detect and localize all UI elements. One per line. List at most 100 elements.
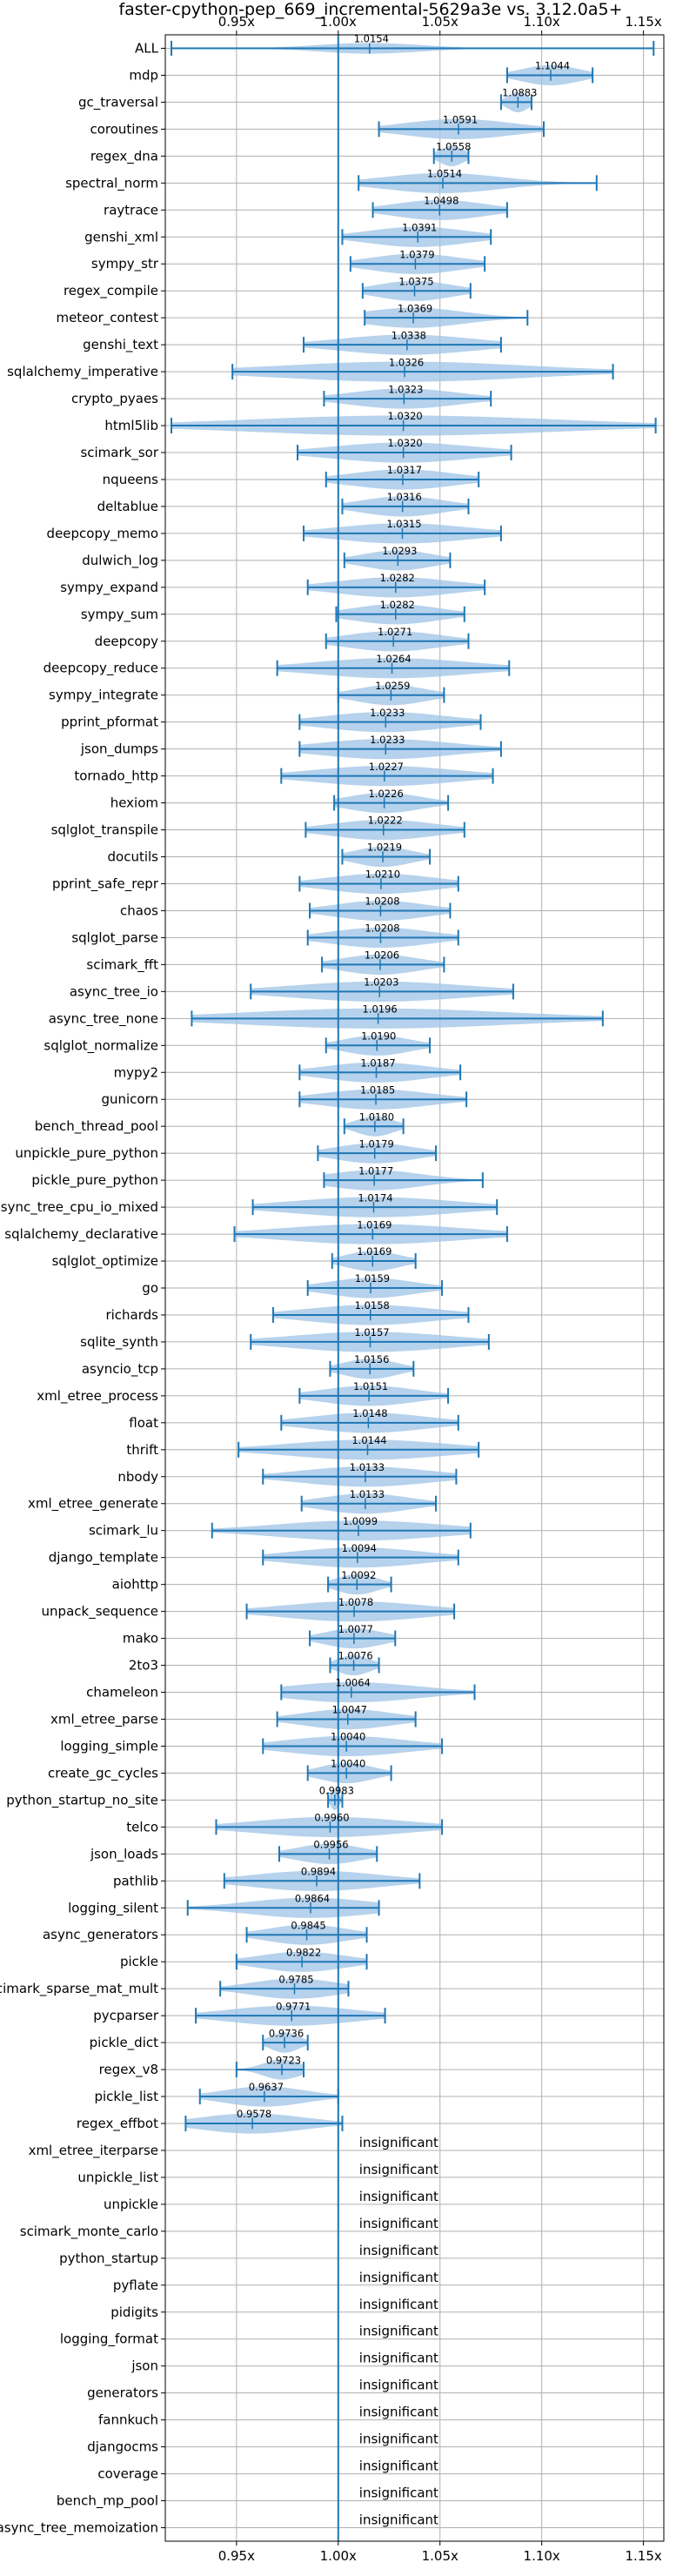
violin-json-dumps [298, 739, 502, 760]
value-label-json-dumps: 1.0233 [370, 734, 405, 746]
value-label-sqlglot-parse: 1.0208 [365, 922, 399, 935]
insignificant-label-fannkuch: insignificant [359, 2405, 438, 2420]
violin-all [171, 40, 655, 57]
insignificant-label-scimark-monte-carlo: insignificant [359, 2216, 438, 2231]
violin-xml-etree-generate [300, 1493, 438, 1514]
category-label-unpickle: unpickle [104, 2197, 158, 2212]
value-label-logging-simple: 1.0040 [331, 1731, 365, 1743]
category-label-mako: mako [123, 1631, 158, 1647]
category-label-mypy2: mypy2 [114, 1064, 158, 1080]
value-label-hexiom: 1.0226 [369, 788, 404, 800]
insignificant-label-generators: insignificant [359, 2378, 438, 2393]
value-label-asyncio-tcp: 1.0156 [354, 1353, 389, 1365]
category-label-sympy-str: sympy_str [91, 256, 159, 272]
insignificant-label-logging-format: insignificant [359, 2324, 438, 2339]
value-label-2to3: 1.0076 [338, 1650, 372, 1662]
violin-sympy-expand [306, 577, 486, 598]
category-label-pprint-safe-repr: pprint_safe_repr [52, 875, 159, 892]
violin-thrift [238, 1439, 480, 1460]
value-label-html5lib: 1.0320 [388, 410, 423, 422]
violin-sqlalchemy-imperative [231, 361, 614, 382]
violin-logging-simple [262, 1735, 444, 1757]
category-label-logging-simple: logging_simple [60, 1738, 158, 1754]
violin-chameleon [280, 1681, 476, 1703]
category-label-all: ALL [135, 40, 159, 56]
violin-pickle-pure-python [323, 1170, 484, 1191]
value-label-pickle-pure-python: 1.0177 [358, 1164, 393, 1177]
category-label-hexiom: hexiom [110, 795, 158, 811]
label-layer: 1.0154 1.1044 1.0883 1.0591 1.0558 1.0514 1.04… [237, 33, 570, 2528]
value-label-pprint-safe-repr: 1.0210 [365, 869, 400, 881]
violin-dulwich-log [343, 550, 452, 571]
value-label-sqlglot-transpile: 1.0222 [368, 815, 403, 827]
category-label-chaos: chaos [120, 902, 158, 918]
category-label-json: json [130, 2358, 158, 2374]
value-label-regex-v8: 0.9723 [266, 2054, 301, 2066]
insignificant-label-async-tree-memoization: insignificant [359, 2512, 438, 2528]
axis-layer: ALL mdp gc_traversal coroutines regex_dnaspe… [0, 14, 662, 2564]
value-label-dulwich-log: 1.0293 [382, 545, 417, 557]
violin-nqueens [325, 469, 480, 490]
value-label-scimark-sparse-mat-mult: 0.9785 [278, 1973, 313, 1985]
category-label-xml-etree-process: xml_etree_process [37, 1388, 158, 1405]
violin-xml-etree-parse [276, 1708, 417, 1730]
violin-scimark-lu [211, 1520, 472, 1541]
category-label-pathlib: pathlib [113, 1873, 158, 1888]
category-label-generators: generators [87, 2385, 158, 2401]
category-label-regex-v8: regex_v8 [99, 2062, 158, 2078]
value-label-create-gc-cycles: 1.0040 [331, 1758, 365, 1770]
x-tick-label-top-1-15x: 1.15x [625, 14, 661, 30]
violin-regex-compile [361, 280, 472, 301]
category-label-meteor-contest: meteor_contest [56, 310, 158, 326]
category-label-2to3: 2to3 [129, 1658, 158, 1674]
category-label-sqlite-synth: sqlite_synth [80, 1334, 158, 1351]
value-label-mako: 1.0077 [338, 1623, 373, 1635]
violin-hexiom [333, 792, 450, 814]
category-label-xml-etree-generate: xml_etree_generate [28, 1496, 158, 1513]
category-label-deltablue: deltablue [97, 499, 158, 514]
category-label-nbody: nbody [117, 1469, 158, 1485]
value-label-telco: 0.9960 [314, 1812, 349, 1824]
value-label-pickle-dict: 0.9736 [269, 2027, 304, 2039]
violin-telco [215, 1816, 444, 1837]
violin-gc-traversal [499, 91, 532, 113]
x-tick-label-bottom-1-15x: 1.15x [625, 2548, 661, 2564]
category-label-pickle-pure-python: pickle_pure_python [31, 1172, 158, 1189]
value-label-pycparser: 0.9771 [276, 2000, 311, 2012]
category-label-docutils: docutils [108, 849, 159, 865]
value-label-deepcopy-reduce: 1.0264 [376, 653, 411, 665]
violin-pprint-safe-repr [298, 873, 459, 895]
category-label-djangocms: djangocms [87, 2439, 158, 2455]
value-label-pprint-pformat: 1.0233 [370, 707, 405, 719]
value-label-richards: 1.0158 [355, 1299, 390, 1311]
category-label-sqlglot-parse: sqlglot_parse [71, 929, 158, 946]
violin-regex-effbot [184, 2113, 344, 2134]
value-label-sympy-integrate: 1.0259 [375, 680, 410, 692]
violin-genshi-xml [341, 226, 492, 247]
value-label-scimark-sor: 1.0320 [388, 437, 423, 449]
violin-docutils [341, 846, 432, 868]
value-label-regex-effbot: 0.9578 [237, 2108, 271, 2120]
value-label-xml-etree-generate: 1.0133 [350, 1488, 385, 1500]
category-label-async-tree-io: async_tree_io [70, 983, 158, 1000]
category-label-deepcopy: deepcopy [95, 634, 158, 649]
category-label-mdp: mdp [129, 67, 158, 83]
value-label-gunicorn: 1.0185 [360, 1083, 395, 1096]
violin-mako [309, 1627, 397, 1649]
violin-coroutines [378, 118, 545, 139]
category-label-pidigits: pidigits [110, 2304, 158, 2320]
x-tick-label-top-1-00x: 1.00x [320, 14, 357, 30]
x-tick-label-bottom-0-95x: 0.95x [218, 2548, 255, 2564]
x-tick-label-top-1-05x: 1.05x [422, 14, 458, 30]
category-label-pycparser: pycparser [93, 2008, 159, 2023]
violin-pickle-dict [262, 2032, 309, 2053]
violin-sqlglot-normalize [325, 1035, 432, 1056]
value-label-sympy-sum: 1.0282 [380, 599, 415, 611]
insignificant-label-bench-mp-pool: insignificant [359, 2485, 438, 2501]
category-label-pickle-list: pickle_list [94, 2089, 158, 2105]
value-label-crypto-pyaes: 1.0323 [388, 383, 423, 395]
violin-richards [271, 1305, 470, 1325]
violin-scimark-sor [297, 442, 512, 463]
violin-asyncio-tcp [329, 1358, 415, 1379]
